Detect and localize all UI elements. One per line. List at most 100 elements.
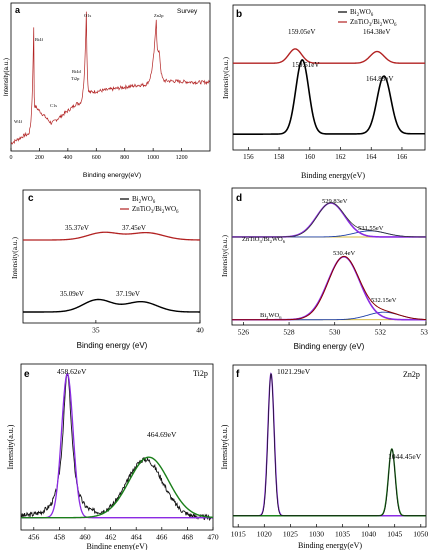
x-tick-label: 1200 [176, 155, 188, 161]
panel-a-label-o1s: O1s [84, 13, 91, 18]
panel-d-comp-wo: WO [272, 236, 283, 243]
panel-d-comp-sub3: 6 [283, 239, 286, 244]
panel-e-tag: Ti2p [193, 369, 208, 378]
survey-line [11, 11, 210, 145]
panel-d-series-bi2wo6: Bi2WO6 [260, 312, 282, 320]
panel-a: a Survey Bi4f Bi4d O1s Zn2p Ti2p C1s W4f… [3, 2, 211, 179]
x-tick-label: 1015 [231, 530, 246, 539]
legend-comp-sub3: 6 [394, 23, 397, 28]
panel-f-tag: Zn2p [403, 370, 420, 379]
panel-f-frame [232, 364, 427, 528]
fit-ti2p32 [21, 372, 213, 519]
series-bi2wo6-line [233, 59, 425, 136]
raw-data [233, 372, 426, 517]
panel-d: d 529.83eV 531.55eV 530.4eV 532.15eV ZnT… [220, 187, 428, 351]
panel-a-ylabel: Intensity(a.u.) [3, 58, 10, 96]
x-tick-label: 1025 [283, 530, 298, 539]
x-tick-label: 528 [283, 328, 295, 337]
legend-comp-wo: WO [382, 18, 394, 26]
legend-c-cbi: /Bi [153, 205, 162, 213]
panel-c-xlabel: Binding energy (eV) [77, 341, 148, 350]
legend-comp-bi: /Bi [371, 18, 380, 26]
data-upper [232, 202, 426, 238]
panel-e-peak-458-62: 458.62eV [57, 367, 87, 376]
x-tick-label: 400 [63, 155, 72, 161]
panel-a-frame [10, 2, 211, 152]
x-tick-label: 1040 [361, 530, 376, 539]
panel-d-bi-sub2: 6 [279, 315, 282, 320]
panel-b-peak-164-38: 164.38eV [363, 28, 390, 36]
panel-e: e Ti2p 458.62eV 464.69eV 456 458 460 462 464… [6, 363, 219, 550]
panel-d-curves [232, 202, 426, 321]
panel-e-ylabel: Intensity(a.u.) [6, 424, 15, 469]
x-tick-label: 164 [366, 153, 377, 161]
panel-a-label-bi4f: Bi4f [35, 37, 44, 42]
legend-c-csub3: 6 [176, 210, 179, 215]
panel-b-peak-159-51: 159.51eV [292, 61, 319, 69]
x-tick-label: 458 [54, 533, 66, 542]
panel-a-label-zn2p: Zn2p [154, 13, 164, 18]
panel-f-xlabel: Binding energy(eV) [298, 541, 362, 550]
panel-d-comp-bi: /Bi [262, 236, 270, 243]
panel-d-comp-sub1: 3 [259, 239, 262, 244]
legend-bi2wo6-sub2: 6 [371, 13, 374, 18]
panel-b-frame [232, 4, 426, 151]
raw-data [21, 373, 213, 522]
x-tick-label: 162 [335, 153, 346, 161]
panel-f: f Zn2p 1021.29eV 1044.45eV 1015 1020 1025 1… [220, 364, 428, 550]
x-tick-label: 530 [329, 328, 341, 337]
x-tick-label: 1035 [335, 530, 350, 539]
panel-b-curves [233, 48, 425, 136]
legend-label-bi2wo6: Bi2WO6 [350, 8, 374, 18]
panel-e-x-ticks: 456 458 460 462 464 466 468 470 [28, 527, 219, 542]
panel-b: b Bi2WO6 ZnTiO3/Bi2WO6 159.05eV 164.38eV… [221, 4, 426, 180]
panel-d-ylabel: Intensity(a.u.) [220, 234, 229, 277]
legend-c-label-bi2wo6: Bi2WO6 [132, 195, 156, 205]
legend-c-sub2: 6 [153, 200, 156, 205]
panel-c-peak-37-45: 37.45eV [122, 224, 146, 232]
panel-c-x-ticks: 35 40 [92, 320, 204, 335]
panel-f-ylabel: Intensity(a.u.) [220, 424, 229, 469]
x-tick-label: 160 [305, 153, 316, 161]
panel-d-xlabel: Binding energy (eV) [294, 342, 365, 351]
panel-c-peak-35-37: 35.37eV [65, 224, 89, 232]
panel-e-curves [21, 372, 213, 522]
panel-d-comp-zntio: ZnTiO [242, 236, 260, 243]
x-tick-label: 1000 [147, 155, 159, 161]
panel-d-peak-531-55: 531.55eV [358, 225, 384, 232]
x-tick-label: 800 [120, 155, 129, 161]
panel-d-bi-sub1: 2 [266, 315, 268, 320]
panel-b-ylabel: Intensity(a.u.) [221, 56, 230, 99]
x-tick-label: 158 [274, 153, 285, 161]
legend-c-bi: Bi [132, 195, 139, 203]
x-tick-label: 466 [156, 533, 168, 542]
series-composite-line [23, 231, 200, 241]
legend-comp-zntio: ZnTiO [350, 18, 369, 26]
x-tick-label: 35 [92, 326, 100, 335]
x-tick-label: 462 [105, 533, 117, 542]
panel-a-letter: a [15, 5, 21, 15]
panel-b-peak-164-83: 164.83eV [366, 75, 393, 83]
legend-c-label-composite: ZnTiO3/Bi2WO6 [132, 205, 179, 215]
panel-e-peak-labels: 458.62eV 464.69eV [57, 367, 177, 439]
panel-c-letter: c [28, 193, 34, 204]
panel-e-peak-464-69: 464.69eV [147, 430, 177, 439]
x-tick-label: 534 [420, 328, 428, 337]
panel-d-labels: 529.83eV 531.55eV 530.4eV 532.15eV ZnTiO… [242, 198, 397, 320]
legend-c-csub1: 3 [151, 210, 154, 215]
panel-a-xlabel: Binding energy(eV) [83, 172, 141, 179]
panel-f-peak-1044-45: 1044.45eV [388, 452, 422, 461]
panel-c-ylabel: Intensity(a.u.) [10, 236, 19, 279]
x-tick-label: 200 [35, 155, 44, 161]
panel-b-letter: b [236, 9, 242, 20]
panel-c-peak-labels: 35.37eV 37.45eV 35.09eV 37.19eV [60, 224, 146, 298]
panel-b-x-ticks: 156 158 160 162 164 166 [243, 147, 408, 161]
x-tick-label: 456 [28, 533, 40, 542]
panel-a-tag: Survey [177, 8, 198, 15]
legend-c-csub2: 2 [162, 210, 165, 215]
x-tick-label: 600 [92, 155, 101, 161]
panel-d-x-ticks: 526 528 530 532 534 [238, 322, 428, 337]
x-tick-label: 0 [10, 155, 13, 161]
legend-c-cwo: WO [164, 205, 176, 213]
